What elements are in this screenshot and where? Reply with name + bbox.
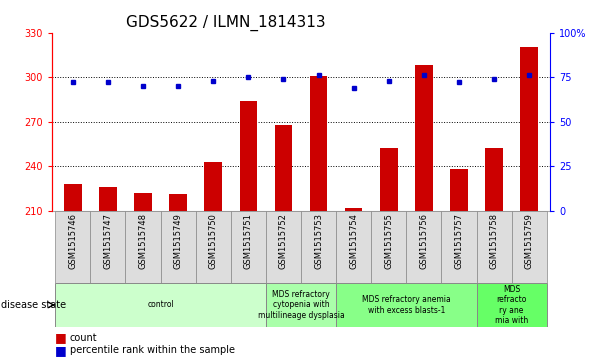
Text: GSM1515757: GSM1515757 bbox=[454, 213, 463, 269]
Text: GSM1515750: GSM1515750 bbox=[209, 213, 218, 269]
Bar bbox=[125, 211, 161, 283]
Bar bbox=[161, 211, 196, 283]
Text: GSM1515746: GSM1515746 bbox=[68, 213, 77, 269]
Bar bbox=[204, 162, 222, 211]
Bar bbox=[301, 211, 336, 283]
Bar bbox=[231, 211, 266, 283]
Text: GSM1515754: GSM1515754 bbox=[349, 213, 358, 269]
Text: GSM1515749: GSM1515749 bbox=[173, 213, 182, 269]
Bar bbox=[380, 148, 398, 211]
Bar bbox=[266, 283, 336, 327]
Bar bbox=[64, 184, 81, 211]
Text: control: control bbox=[147, 301, 174, 309]
Bar bbox=[371, 211, 406, 283]
Text: count: count bbox=[70, 333, 97, 343]
Bar bbox=[406, 211, 441, 283]
Text: GDS5622 / ILMN_1814313: GDS5622 / ILMN_1814313 bbox=[126, 15, 326, 31]
Text: GSM1515756: GSM1515756 bbox=[420, 213, 429, 269]
Bar bbox=[169, 194, 187, 211]
Bar bbox=[275, 125, 292, 211]
Text: ■: ■ bbox=[55, 344, 66, 357]
Text: GSM1515751: GSM1515751 bbox=[244, 213, 253, 269]
Bar bbox=[520, 48, 538, 211]
Bar bbox=[266, 211, 301, 283]
Bar bbox=[336, 283, 477, 327]
Text: percentile rank within the sample: percentile rank within the sample bbox=[70, 345, 235, 355]
Bar bbox=[240, 101, 257, 211]
Bar bbox=[99, 187, 117, 211]
Bar bbox=[134, 193, 152, 211]
Bar bbox=[450, 169, 468, 211]
Text: GSM1515753: GSM1515753 bbox=[314, 213, 323, 269]
Text: GSM1515758: GSM1515758 bbox=[489, 213, 499, 269]
Bar bbox=[196, 211, 231, 283]
Text: GSM1515755: GSM1515755 bbox=[384, 213, 393, 269]
Text: GSM1515759: GSM1515759 bbox=[525, 213, 534, 269]
Bar bbox=[477, 211, 511, 283]
Bar bbox=[511, 211, 547, 283]
Text: disease state: disease state bbox=[1, 300, 66, 310]
Text: GSM1515752: GSM1515752 bbox=[279, 213, 288, 269]
Bar bbox=[345, 208, 362, 211]
Bar bbox=[415, 65, 433, 211]
Bar bbox=[485, 148, 503, 211]
Bar bbox=[55, 211, 91, 283]
Bar bbox=[55, 283, 266, 327]
Text: ■: ■ bbox=[55, 331, 66, 344]
Bar bbox=[336, 211, 371, 283]
Bar bbox=[441, 211, 477, 283]
Bar bbox=[477, 283, 547, 327]
Text: MDS
refracto
ry ane
mia with: MDS refracto ry ane mia with bbox=[495, 285, 528, 325]
Bar bbox=[309, 76, 327, 211]
Text: MDS refractory
cytopenia with
multilineage dysplasia: MDS refractory cytopenia with multilinea… bbox=[258, 290, 344, 320]
Text: GSM1515747: GSM1515747 bbox=[103, 213, 112, 269]
Text: MDS refractory anemia
with excess blasts-1: MDS refractory anemia with excess blasts… bbox=[362, 295, 451, 315]
Text: GSM1515748: GSM1515748 bbox=[139, 213, 148, 269]
Bar bbox=[91, 211, 125, 283]
